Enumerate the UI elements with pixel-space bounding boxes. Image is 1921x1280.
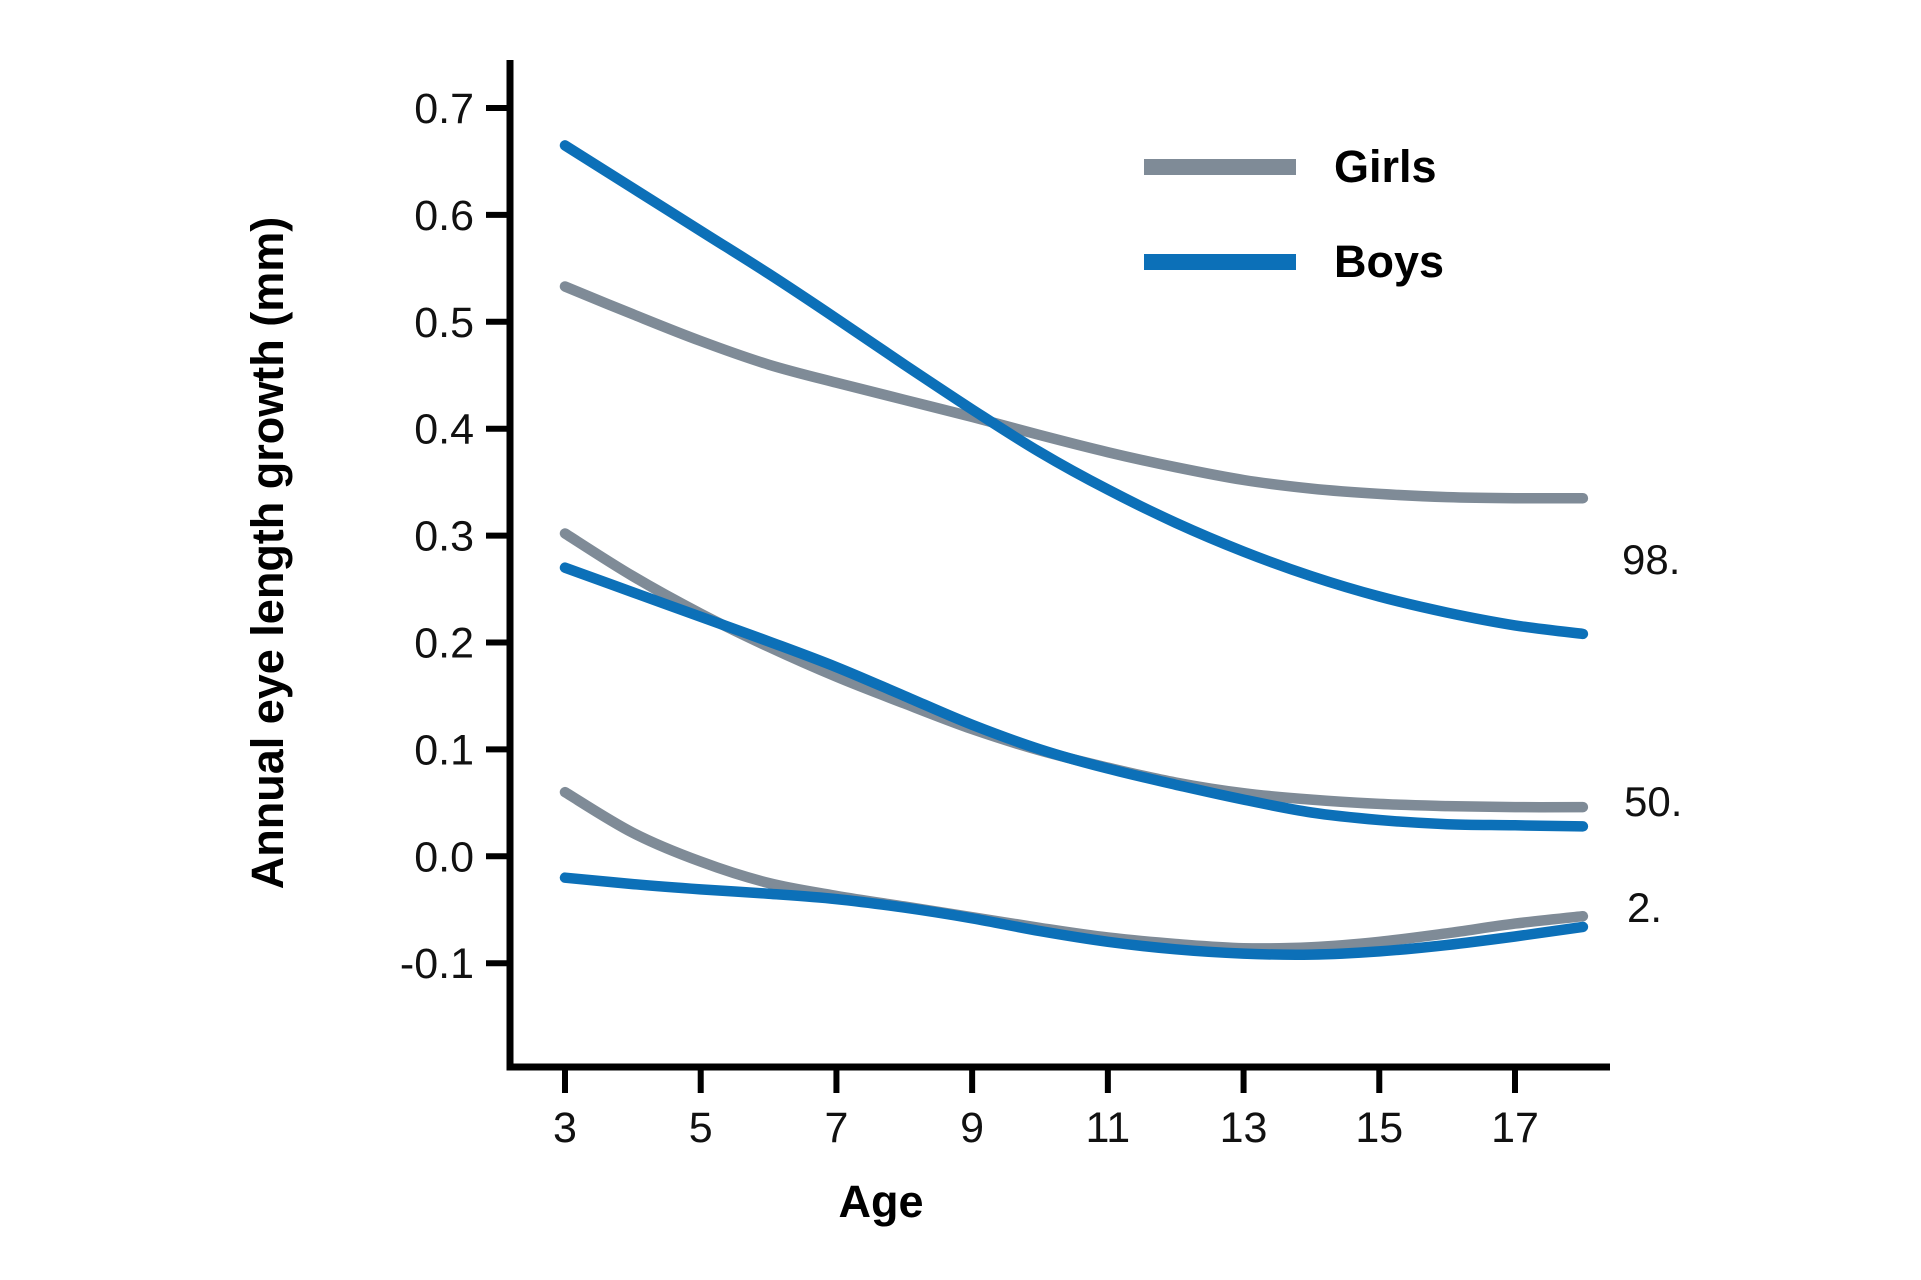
x-tick-label: 11 (1086, 1104, 1131, 1152)
y-tick-label: 0.4 (414, 406, 474, 454)
legend-item-girls: Girls (1144, 141, 1437, 193)
x-tick-label: 17 (1491, 1104, 1539, 1152)
line-girls-50 (559, 528, 1589, 813)
percentile-label-50: 50. (1624, 778, 1683, 825)
x-axis-title: Age (838, 1176, 924, 1227)
x-tick-label: 7 (824, 1104, 848, 1152)
boys-line-swatch (1144, 254, 1296, 270)
y-axis-title: Annual eye length growth (mm) (242, 216, 293, 890)
line-boys-2 (559, 872, 1589, 960)
percentile-label-2: 2. (1627, 884, 1663, 931)
girls-line-swatch (1144, 159, 1296, 175)
y-tick-label: 0.5 (414, 299, 474, 347)
y-tick-label: 0.6 (414, 192, 474, 240)
y-tick-label: 0.0 (414, 833, 474, 881)
line-girls-98 (559, 281, 1589, 504)
y-tick-label: 0.3 (414, 513, 474, 561)
y-tick-label: 0.2 (414, 620, 474, 668)
y-tick-label: 0.1 (414, 726, 474, 774)
line-boys-50 (559, 562, 1589, 832)
x-tick-label: 9 (960, 1104, 984, 1152)
x-tick-label: 13 (1220, 1104, 1268, 1152)
legend-item-boys: Boys (1144, 236, 1444, 288)
x-tick-label: 3 (553, 1104, 577, 1152)
y-tick-label: 0.7 (414, 85, 474, 133)
y-tick-label: -0.1 (400, 940, 474, 988)
line-girls-2 (559, 786, 1589, 954)
x-tick-label: 5 (689, 1104, 713, 1152)
percentile-label-98: 98. (1622, 536, 1681, 583)
legend-label-boys: Boys (1334, 236, 1445, 287)
legend-label-girls: Girls (1334, 141, 1437, 192)
x-tick-label: 15 (1355, 1104, 1403, 1152)
line-boys-98 (559, 140, 1589, 640)
